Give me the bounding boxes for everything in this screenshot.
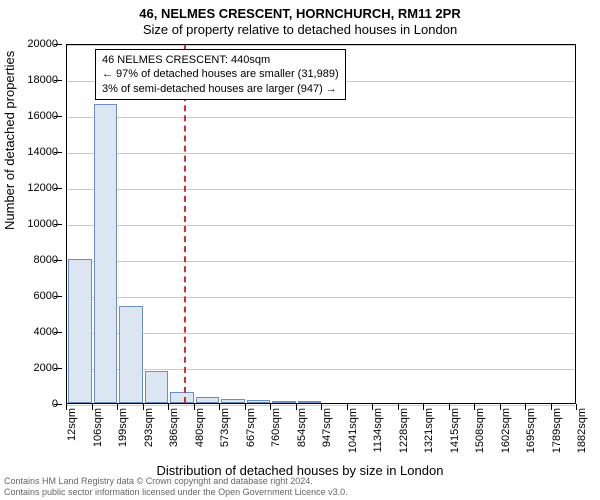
histogram-bar	[196, 397, 220, 403]
x-tick-label: 573sqm	[219, 408, 231, 468]
gridline	[67, 369, 575, 370]
footer-line-1: Contains HM Land Registry data © Crown c…	[4, 476, 313, 486]
x-tick-label: 480sqm	[194, 408, 206, 468]
gridline	[67, 225, 575, 226]
y-tick-label: 0	[18, 398, 58, 410]
gridline	[67, 117, 575, 118]
x-tick-label: 386sqm	[168, 408, 180, 468]
plot-area: 46 NELMES CRESCENT: 440sqm ← 97% of detac…	[66, 44, 576, 404]
footer-text: Contains HM Land Registry data © Crown c…	[4, 476, 596, 498]
x-tick-label: 1602sqm	[500, 408, 512, 468]
gridline	[67, 333, 575, 334]
x-tick-label: 293sqm	[143, 408, 155, 468]
y-tick-label: 10000	[18, 218, 58, 230]
x-tick-label: 1228sqm	[398, 408, 410, 468]
x-tick-label: 199sqm	[117, 408, 129, 468]
y-tick-label: 6000	[18, 290, 58, 302]
histogram-bar	[94, 104, 118, 403]
y-tick-label: 20000	[18, 38, 58, 50]
chart-subtitle: Size of property relative to detached ho…	[0, 22, 600, 37]
footer-line-2: Contains public sector information licen…	[4, 487, 348, 497]
y-tick-label: 8000	[18, 254, 58, 266]
x-tick-label: 1041sqm	[347, 408, 359, 468]
x-tick-label: 1695sqm	[525, 408, 537, 468]
x-tick-label: 854sqm	[296, 408, 308, 468]
histogram-bar	[145, 371, 169, 403]
info-line-3: 3% of semi-detached houses are larger (9…	[102, 83, 337, 95]
info-line-1: 46 NELMES CRESCENT: 440sqm	[102, 54, 270, 66]
x-tick-label: 12sqm	[66, 408, 78, 468]
histogram-bar	[119, 306, 143, 403]
x-tick-label: 667sqm	[245, 408, 257, 468]
y-tick-label: 2000	[18, 362, 58, 374]
gridline	[67, 261, 575, 262]
gridline	[67, 45, 575, 46]
histogram-bar	[247, 400, 271, 403]
y-tick-label: 12000	[18, 182, 58, 194]
x-tick-label: 1789sqm	[551, 408, 563, 468]
gridline	[67, 297, 575, 298]
x-tick-label: 1321sqm	[423, 408, 435, 468]
histogram-bar	[68, 259, 92, 403]
x-tick-label: 1134sqm	[372, 408, 384, 468]
gridline	[67, 189, 575, 190]
info-line-2: ← 97% of detached houses are smaller (31…	[102, 68, 339, 80]
y-axis-label: Number of detached properties	[2, 51, 17, 230]
x-tick-label: 760sqm	[270, 408, 282, 468]
histogram-bar	[170, 392, 194, 403]
gridline	[67, 153, 575, 154]
y-tick-label: 18000	[18, 74, 58, 86]
histogram-bar	[272, 401, 296, 403]
x-tick-label: 947sqm	[321, 408, 333, 468]
y-tick-label: 14000	[18, 146, 58, 158]
x-tick-label: 1415sqm	[449, 408, 461, 468]
chart-title: 46, NELMES CRESCENT, HORNCHURCH, RM11 2P…	[0, 6, 600, 21]
histogram-bar	[221, 399, 245, 403]
x-tick-label: 1882sqm	[576, 408, 588, 468]
y-tick-label: 4000	[18, 326, 58, 338]
histogram-bar	[298, 401, 322, 403]
annotation-box: 46 NELMES CRESCENT: 440sqm ← 97% of detac…	[95, 49, 346, 100]
x-tick-label: 1508sqm	[474, 408, 486, 468]
x-tick-label: 106sqm	[92, 408, 104, 468]
y-tick-label: 16000	[18, 110, 58, 122]
